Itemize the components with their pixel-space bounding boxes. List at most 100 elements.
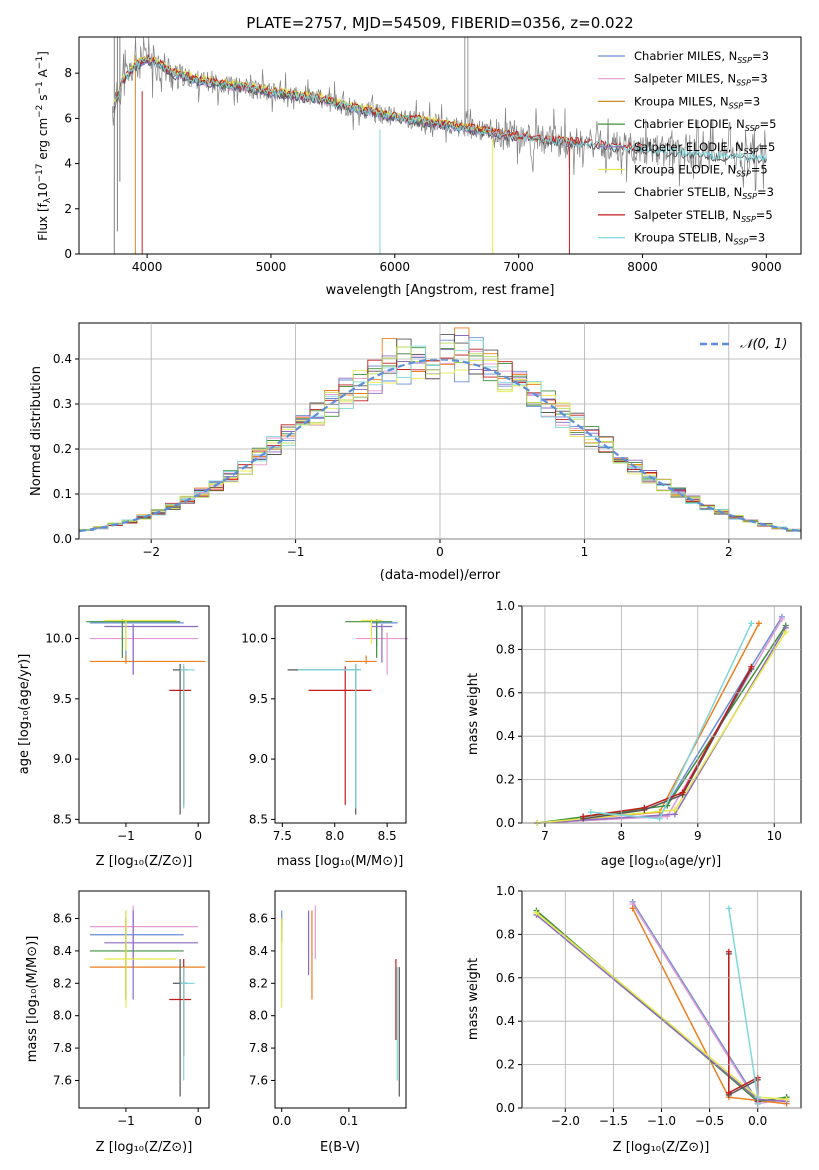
x-tick-label: −0.5 bbox=[695, 1114, 724, 1128]
spectrum-panel: 4000 5000 6000 7000 8000 9000 0 2 4 6 8 Chabrier M… bbox=[35, 36, 802, 298]
model-spectrum-salpeter_stelib bbox=[113, 53, 643, 152]
y-tick-label: 0.8 bbox=[496, 927, 515, 941]
spectrum-ylabel: Flux [fλ10−17 erg cm−2 s−1 A−1] bbox=[35, 51, 53, 241]
mass-weight-line bbox=[583, 623, 760, 820]
age-vs-mass-xlabel: mass [log₁₀(M/M⊙)] bbox=[277, 854, 404, 869]
y-tick-label: 8.2 bbox=[249, 976, 268, 990]
y-tick-label: 1.0 bbox=[496, 599, 515, 613]
y-tick-label: 1.0 bbox=[496, 884, 515, 898]
age-vs-z-frame bbox=[78, 605, 210, 824]
spectrum-ticks: 4000 5000 6000 7000 8000 9000 0 2 4 6 8 bbox=[64, 66, 781, 274]
x-tick-label: 0.0 bbox=[748, 1114, 767, 1128]
y-tick-label: 0.4 bbox=[496, 729, 515, 743]
residual-panel: −2 −1 0 1 2 0.0 0.1 0.2 0.3 0.4 𝒩(0, 1) (data-mod… bbox=[29, 322, 802, 583]
y-tick-label: 7.6 bbox=[53, 1073, 72, 1087]
mass-weight-line bbox=[537, 616, 783, 824]
model-spectrum-kroupa_stelib bbox=[113, 56, 767, 162]
y-tick-label: 9.5 bbox=[53, 692, 72, 706]
weight-vs-z-ticks: −2.0 −1.5 −1.0 −0.5 0.0 0.0 0.2 0.4 0.6 0.8 1.0 bbox=[496, 884, 801, 1128]
x-tick-label: −1 bbox=[117, 1114, 135, 1128]
x-tick-label: 4000 bbox=[132, 260, 163, 274]
x-tick-label: 7 bbox=[541, 829, 549, 843]
mass-vs-z-frame bbox=[78, 890, 210, 1109]
x-tick-label: 6000 bbox=[380, 260, 411, 274]
y-tick-label: 8.5 bbox=[249, 812, 268, 826]
age-ylabel: age [log₁₀(age/yr)] bbox=[17, 654, 32, 775]
y-tick-label: 7.8 bbox=[249, 1041, 268, 1055]
y-tick-label: 0.2 bbox=[496, 773, 515, 787]
mass-weight-line bbox=[537, 627, 787, 824]
residual-ylabel: Normed distribution bbox=[29, 366, 44, 496]
mass-vs-ebv-xlabel: E(B-V) bbox=[320, 1140, 360, 1155]
y-tick-label: 0.2 bbox=[496, 1058, 515, 1072]
x-tick-label: 0.1 bbox=[339, 1114, 358, 1128]
residual-ticks: −2 −1 0 1 2 0.0 0.1 0.2 0.3 0.4 bbox=[53, 323, 801, 559]
mass-weight-line bbox=[728, 908, 759, 1104]
residual-xlabel: (data-model)/error bbox=[380, 568, 501, 583]
mass-vs-ebv-ticks: 0.0 0.1 7.6 7.8 8.0 8.2 8.4 8.6 bbox=[249, 912, 359, 1128]
age-vs-z-plot bbox=[86, 619, 206, 815]
y-tick-label: 0.0 bbox=[53, 532, 72, 546]
x-tick-label: 10 bbox=[767, 829, 782, 843]
x-tick-label: −1.5 bbox=[599, 1114, 628, 1128]
x-tick-label: 7000 bbox=[503, 260, 534, 274]
legend-label-salpeter_elodie: Salpeter ELODIE, NSSP=5 bbox=[634, 140, 775, 156]
x-tick-label: 8 bbox=[618, 829, 626, 843]
mass-vs-z-xlabel: Z [log₁₀(Z/Z⊙)] bbox=[96, 1140, 193, 1155]
weight-vs-z-xlabel: Z [log₁₀(Z/Z⊙)] bbox=[613, 1140, 710, 1155]
y-tick-label: 0.1 bbox=[53, 487, 72, 501]
y-tick-label: 8 bbox=[64, 66, 72, 80]
age-vs-mass-ticks: 7.5 8.0 8.5 8.5 9.0 9.5 10.0 bbox=[241, 632, 396, 843]
y-tick-label: 8.5 bbox=[53, 812, 72, 826]
spectrum-legend: Chabrier MILES, NSSP=3 Salpeter MILES, NS… bbox=[598, 49, 776, 247]
y-tick-label: 0.4 bbox=[53, 352, 72, 366]
y-tick-label: 8.6 bbox=[249, 912, 268, 926]
mass-weight-line bbox=[537, 631, 787, 824]
y-tick-label: 0.8 bbox=[496, 642, 515, 656]
mass-vs-z-ticks: −1 0 7.6 7.8 8.0 8.2 8.4 8.6 bbox=[53, 912, 202, 1128]
y-tick-label: 9.5 bbox=[249, 692, 268, 706]
y-tick-label: 10.0 bbox=[45, 632, 72, 646]
legend-label-chabrier_miles: Chabrier MILES, NSSP=3 bbox=[634, 49, 769, 65]
y-tick-label: 4 bbox=[64, 157, 72, 171]
spectrum-plot-area bbox=[112, 36, 767, 254]
x-tick-label: 9000 bbox=[751, 260, 782, 274]
mass-vs-ebv-plot bbox=[281, 905, 400, 1097]
mass-vs-ebv-frame bbox=[274, 890, 407, 1109]
x-tick-label: 0 bbox=[194, 1114, 202, 1128]
y-tick-label: 0 bbox=[64, 247, 72, 261]
weight-vs-z-ylabel: mass weight bbox=[466, 958, 481, 1040]
age-vs-z-ticks: −1 0 8.5 9.0 9.5 10.0 bbox=[45, 632, 202, 843]
x-tick-label: 8.5 bbox=[378, 829, 397, 843]
age-vs-mass-frame bbox=[274, 605, 407, 824]
y-tick-label: 10.0 bbox=[241, 632, 268, 646]
legend-label-kroupa_miles: Kroupa MILES, NSSP=3 bbox=[634, 94, 760, 110]
x-tick-label: 8.0 bbox=[325, 829, 344, 843]
legend-label-chabrier_elodie: Chabrier ELODIE, NSSP=5 bbox=[634, 117, 776, 133]
y-tick-label: 7.6 bbox=[249, 1073, 268, 1087]
weight-vs-age-plot bbox=[534, 613, 789, 826]
y-tick-label: 2 bbox=[64, 202, 72, 216]
y-tick-label: 0.2 bbox=[53, 442, 72, 456]
x-tick-label: 1 bbox=[581, 545, 589, 559]
x-tick-label: −1.0 bbox=[647, 1114, 676, 1128]
x-tick-label: −2.0 bbox=[551, 1114, 580, 1128]
model-spectrum-chabrier_stelib bbox=[113, 56, 767, 165]
weight-vs-age-ticks: 7 8 9 10 0.0 0.2 0.4 0.6 0.8 1.0 bbox=[496, 599, 801, 843]
legend-label-chabrier_stelib: Chabrier STELIB, NSSP=3 bbox=[634, 185, 774, 201]
legend-label-salpeter_stelib: Salpeter STELIB, NSSP=5 bbox=[634, 208, 773, 224]
age-vs-z-xlabel: Z [log₁₀(Z/Z⊙)] bbox=[96, 854, 193, 869]
normal-legend-label: 𝒩(0, 1) bbox=[740, 337, 787, 352]
x-tick-label: 2 bbox=[725, 545, 733, 559]
x-tick-label: 7.5 bbox=[273, 829, 292, 843]
mass-vs-ebv-panel: 0.0 0.1 7.6 7.8 8.0 8.2 8.4 8.6 E(B-V) bbox=[249, 890, 407, 1155]
x-tick-label: −2 bbox=[142, 545, 160, 559]
y-tick-label: 8.4 bbox=[249, 944, 268, 958]
legend-label-kroupa_elodie: Kroupa ELODIE, NSSP=5 bbox=[634, 163, 768, 179]
legend-label-kroupa_stelib: Kroupa STELIB, NSSP=3 bbox=[634, 231, 765, 247]
y-tick-label: 9.0 bbox=[249, 752, 268, 766]
residual-legend: 𝒩(0, 1) bbox=[700, 337, 787, 352]
mass-vs-z-panel: −1 0 7.6 7.8 8.0 8.2 8.4 8.6 Z [log₁₀(Z/Z⊙)] ma… bbox=[25, 890, 210, 1155]
y-tick-label: 8.6 bbox=[53, 912, 72, 926]
y-tick-label: 6 bbox=[64, 111, 72, 125]
